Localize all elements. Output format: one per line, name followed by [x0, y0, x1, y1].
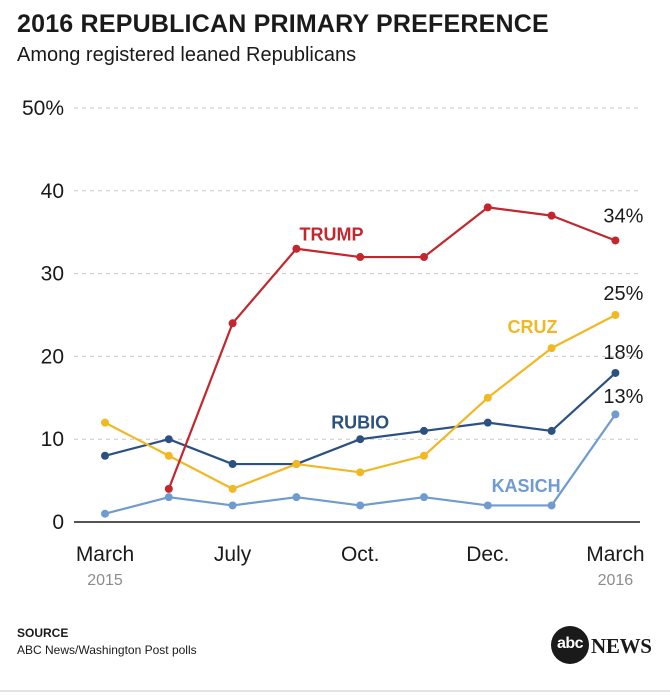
cruz-point [228, 484, 237, 493]
trump-point [611, 236, 620, 245]
news-wordmark: NEWS [591, 634, 652, 658]
y-tick-label: 20 [41, 345, 64, 368]
trump-series-label: TRUMP [299, 224, 363, 244]
bottom-divider [0, 690, 670, 692]
x-tick-year-label: 2015 [87, 572, 123, 589]
trump-point [420, 253, 428, 262]
kasich-point [420, 493, 428, 502]
cruz-point [356, 468, 365, 477]
cruz-point [483, 393, 492, 402]
cruz-point [101, 418, 109, 427]
y-tick-label: 10 [41, 428, 64, 451]
y-tick-label: 40 [41, 180, 64, 203]
rubio-end-value-label: 18% [603, 342, 643, 364]
cruz-point [611, 311, 620, 319]
chart-title: 2016 REPUBLICAN PRIMARY PREFERENCE [17, 10, 549, 38]
trump-point [356, 253, 365, 262]
kasich-point [228, 501, 237, 510]
kasich-point [547, 501, 556, 510]
rubio-point [483, 418, 492, 427]
rubio-series-label: RUBIO [331, 412, 389, 432]
x-tick-label: Oct. [341, 543, 380, 566]
trump-point [292, 244, 301, 253]
cruz-line [104, 314, 616, 490]
chart-subtitle: Among registered leaned Republicans [17, 44, 357, 66]
trump-point [547, 211, 556, 220]
y-tick-label: 30 [41, 263, 64, 286]
trump-point [483, 203, 492, 212]
y-tick-label: 50% [22, 97, 64, 120]
rubio-point [547, 426, 556, 435]
rubio-point [228, 460, 237, 469]
x-tick-label: March [586, 543, 644, 566]
y-tick-label: 0 [52, 511, 64, 534]
cruz-point [292, 460, 301, 469]
kasich-series-label: KASICH [492, 476, 561, 496]
abc-logo-mark: abc [551, 626, 589, 664]
source-text: ABC News/Washington Post polls [17, 643, 197, 657]
source-label: SOURCE [17, 626, 69, 640]
trump-line [167, 206, 616, 490]
cruz-series-label: CRUZ [507, 317, 557, 337]
cruz-end-value-label: 25% [603, 283, 643, 305]
line-chart: 0 10 20 30 40 50% March 2015 July Oct. Dec. March 20… [22, 97, 645, 589]
kasich-point [611, 410, 620, 419]
rubio-point [101, 451, 109, 460]
trump-end-value-label: 34% [603, 205, 643, 227]
kasich-point [164, 493, 173, 502]
cruz-point [164, 451, 173, 460]
x-tick-year-label: 2016 [598, 572, 634, 589]
cruz-point [547, 344, 556, 353]
kasich-point [101, 509, 109, 518]
kasich-point [483, 501, 492, 510]
cruz-point [420, 451, 428, 460]
trump-point [164, 484, 173, 493]
rubio-point [164, 435, 173, 444]
rubio-point [611, 368, 620, 377]
x-tick-label: March [76, 543, 134, 566]
x-tick-label: July [214, 543, 252, 566]
abc-news-logo: abc NEWS [551, 626, 656, 666]
rubio-point [356, 435, 365, 444]
kasich-point [356, 501, 365, 510]
kasich-end-value-label: 13% [603, 386, 643, 408]
trump-point [228, 319, 237, 328]
x-tick-label: Dec. [466, 543, 509, 566]
rubio-point [420, 426, 428, 435]
kasich-point [292, 493, 301, 502]
